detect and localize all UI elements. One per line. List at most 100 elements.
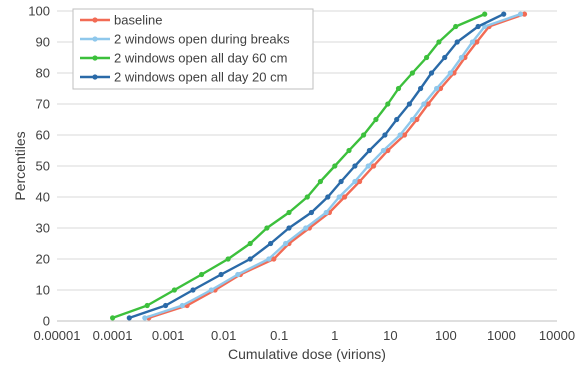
data-point — [474, 39, 480, 45]
data-point — [382, 132, 388, 138]
data-point — [235, 271, 241, 278]
data-point — [317, 178, 323, 185]
data-point — [218, 271, 224, 278]
data-point — [482, 11, 488, 17]
y-tick-label: 90 — [36, 35, 50, 50]
x-axis-title: Cumulative dose (virions) — [228, 346, 386, 362]
legend-label: 2 windows open all day 20 cm — [114, 70, 287, 85]
x-tick-label: 0.00001 — [34, 328, 81, 343]
x-tick-label: 1 — [331, 328, 338, 343]
data-point — [501, 11, 507, 17]
data-point — [303, 225, 309, 231]
data-point — [366, 147, 372, 154]
data-point — [371, 163, 377, 169]
series-3 — [110, 11, 488, 321]
y-tick-label: 20 — [36, 252, 50, 267]
data-point — [247, 240, 253, 247]
data-point — [454, 39, 460, 45]
data-point — [406, 101, 412, 107]
x-tick-label: 100 — [435, 328, 457, 343]
y-tick-label: 60 — [36, 128, 50, 143]
data-point — [380, 147, 386, 154]
series-layer — [110, 11, 528, 321]
data-point — [442, 54, 448, 61]
data-point — [190, 287, 196, 293]
data-point — [144, 302, 150, 309]
data-point — [286, 209, 292, 216]
data-point — [171, 287, 177, 293]
legend-item: 2 windows open all day 60 cm — [80, 51, 287, 66]
legend-label: baseline — [114, 13, 162, 28]
legend-item: 2 windows open during breaks — [80, 32, 290, 47]
y-tick-label: 0 — [43, 314, 50, 329]
data-point — [453, 23, 459, 30]
legend-marker — [92, 17, 98, 23]
x-tick-label: 0.0001 — [93, 328, 133, 343]
data-point — [283, 240, 289, 247]
data-point — [409, 70, 415, 76]
data-point — [247, 256, 253, 262]
legend-box — [72, 8, 314, 90]
data-point — [225, 256, 231, 262]
x-tick-label: 0.001 — [152, 328, 185, 343]
data-point — [338, 178, 344, 185]
data-point — [142, 315, 148, 321]
data-point — [304, 194, 310, 200]
data-point — [434, 85, 440, 92]
y-tick-label: 80 — [36, 66, 50, 81]
data-point — [352, 178, 358, 185]
legend-item: 2 windows open all day 20 cm — [80, 70, 287, 85]
data-point — [475, 23, 481, 30]
data-point — [286, 225, 292, 231]
data-point — [447, 70, 453, 76]
data-point — [208, 287, 214, 293]
data-point — [418, 85, 424, 92]
data-point — [199, 271, 205, 278]
data-point — [342, 194, 348, 200]
data-point — [365, 163, 371, 169]
y-tick-label: 70 — [36, 97, 50, 112]
data-point — [323, 209, 329, 216]
legend-item: baseline — [80, 13, 162, 28]
data-point — [428, 70, 435, 76]
data-point — [397, 132, 403, 138]
x-axis-ticks: 0.00001 0.0001 0.001 0.01 0.1 1 10 100 1000 10000 — [34, 328, 576, 343]
x-tick-label: 0.1 — [270, 328, 288, 343]
data-point — [385, 101, 391, 107]
data-point — [458, 54, 464, 61]
y-tick-label: 50 — [36, 159, 50, 174]
data-point — [271, 256, 277, 262]
y-axis-title: Percentiles — [12, 131, 28, 200]
data-point — [361, 132, 367, 138]
data-point — [332, 163, 338, 169]
data-point — [436, 39, 442, 45]
series-2 — [142, 11, 524, 321]
data-point — [268, 240, 274, 247]
data-point — [469, 39, 475, 45]
data-point — [163, 302, 169, 309]
data-point — [336, 194, 342, 200]
y-tick-label: 40 — [36, 190, 50, 205]
data-point — [352, 163, 358, 169]
legend-marker — [92, 36, 98, 42]
series-4 — [126, 11, 507, 321]
data-point — [308, 209, 314, 216]
legend: baseline 2 windows open during breaks 2 wi… — [72, 8, 314, 90]
data-point — [421, 101, 427, 107]
y-axis-ticks: 0 10 20 30 40 50 60 70 80 90 100 — [28, 4, 50, 329]
y-tick-label: 30 — [36, 221, 50, 236]
data-point — [425, 101, 431, 107]
data-point — [521, 11, 528, 17]
data-point — [395, 85, 402, 92]
x-tick-label: 1000 — [487, 328, 516, 343]
data-point — [325, 194, 331, 200]
data-point — [414, 116, 420, 123]
data-point — [409, 116, 415, 123]
data-point — [394, 116, 400, 123]
data-point — [373, 116, 379, 123]
data-point — [264, 225, 270, 231]
x-tick-label: 0.01 — [211, 328, 236, 343]
data-point — [266, 256, 272, 262]
y-tick-label: 100 — [28, 4, 50, 19]
data-point — [424, 54, 430, 61]
